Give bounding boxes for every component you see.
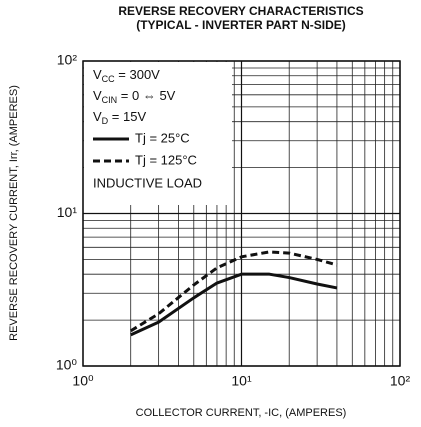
y-axis-label: REVERSE RECOVERY CURRENT, Irr, (AMPERES) (8, 85, 20, 341)
x-tick-label: 10² (390, 373, 411, 389)
plot-frame (82, 60, 401, 367)
legend-box (84, 62, 232, 205)
data-line (129, 250, 338, 333)
annotation: VCIN = 0 ⇔ 5V (93, 88, 176, 105)
annotation-part: CC (102, 74, 115, 84)
y-tick-label: 10⁰ (56, 357, 78, 373)
annotation: VD = 15V (93, 109, 146, 126)
chart-subtitle: (TYPICAL - INVERTER PART N-SIDE) (136, 18, 346, 32)
data-line (130, 272, 338, 337)
annotation-part: V (93, 88, 102, 103)
x-tick-label: 10¹ (231, 373, 252, 389)
annotation-part: CIN (102, 95, 118, 105)
y-tick-label: 10¹ (57, 204, 78, 220)
chart-title: REVERSE RECOVERY CHARACTERISTICS (118, 4, 363, 18)
annotation-part: = 0 ⇔ 5V (117, 88, 175, 103)
x-axis-label: COLLECTOR CURRENT, -IC, (AMPERES) (136, 407, 347, 419)
legend-label: Tj = 125°C (135, 152, 197, 167)
annotation: VCC = 300V (93, 67, 160, 84)
annotation-part: D (102, 116, 109, 126)
x-tick-label: 10⁰ (72, 373, 94, 389)
annotation-part: = 15V (108, 109, 146, 124)
annotation-part: = 300V (115, 67, 161, 82)
legend-label: Tj = 25°C (135, 130, 190, 145)
annotation-part: V (93, 109, 102, 124)
annotation: INDUCTIVE LOAD (93, 175, 202, 190)
annotation-part: V (93, 67, 102, 82)
y-tick-label: 10² (57, 52, 78, 68)
